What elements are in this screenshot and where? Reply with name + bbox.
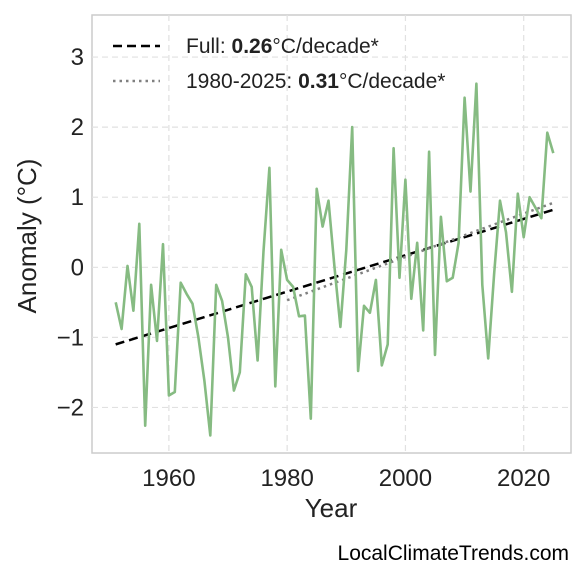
legend-full-suffix: °C/decade*	[272, 35, 378, 58]
legend: Full: 0.26°C/decade* 1980-2025: 0.31°C/d…	[113, 35, 445, 93]
y-axis-title: Anomaly (°C)	[12, 159, 42, 314]
y-tick-label-4: −1	[57, 324, 84, 351]
series-main	[114, 82, 555, 437]
y-tick-label-3: 0	[71, 254, 84, 281]
x-tick-labels: 1960 1980 2000 2020	[142, 465, 550, 492]
legend-full-prefix: Full:	[186, 35, 232, 58]
x-tick-label-1980: 1980	[260, 465, 313, 492]
watermark: LocalClimateTrends.com	[338, 542, 569, 565]
y-tick-label-1: 2	[71, 114, 84, 141]
x-tick-label-2000: 2000	[379, 465, 432, 492]
y-tick-labels: 3 2 1 0 −1 −2	[57, 44, 84, 421]
legend-recent-suffix: °C/decade*	[339, 70, 445, 93]
legend-recent-prefix: 1980-2025:	[186, 70, 298, 93]
legend-full-value: 0.26	[232, 35, 273, 58]
x-axis-title: Year	[305, 493, 358, 523]
x-tick-label-1960: 1960	[142, 465, 195, 492]
y-tick-label-2: 1	[71, 184, 84, 211]
y-tick-label-0: 3	[71, 44, 84, 71]
series-line-anomaly	[114, 82, 555, 437]
legend-recent-value: 0.31	[298, 70, 339, 93]
legend-label-full: Full: 0.26°C/decade*	[186, 35, 379, 58]
y-tick-label-5: −2	[57, 394, 84, 421]
legend-label-recent: 1980-2025: 0.31°C/decade*	[186, 70, 445, 93]
trend-line-1980-2025	[286, 201, 554, 302]
x-tick-label-2020: 2020	[497, 465, 550, 492]
